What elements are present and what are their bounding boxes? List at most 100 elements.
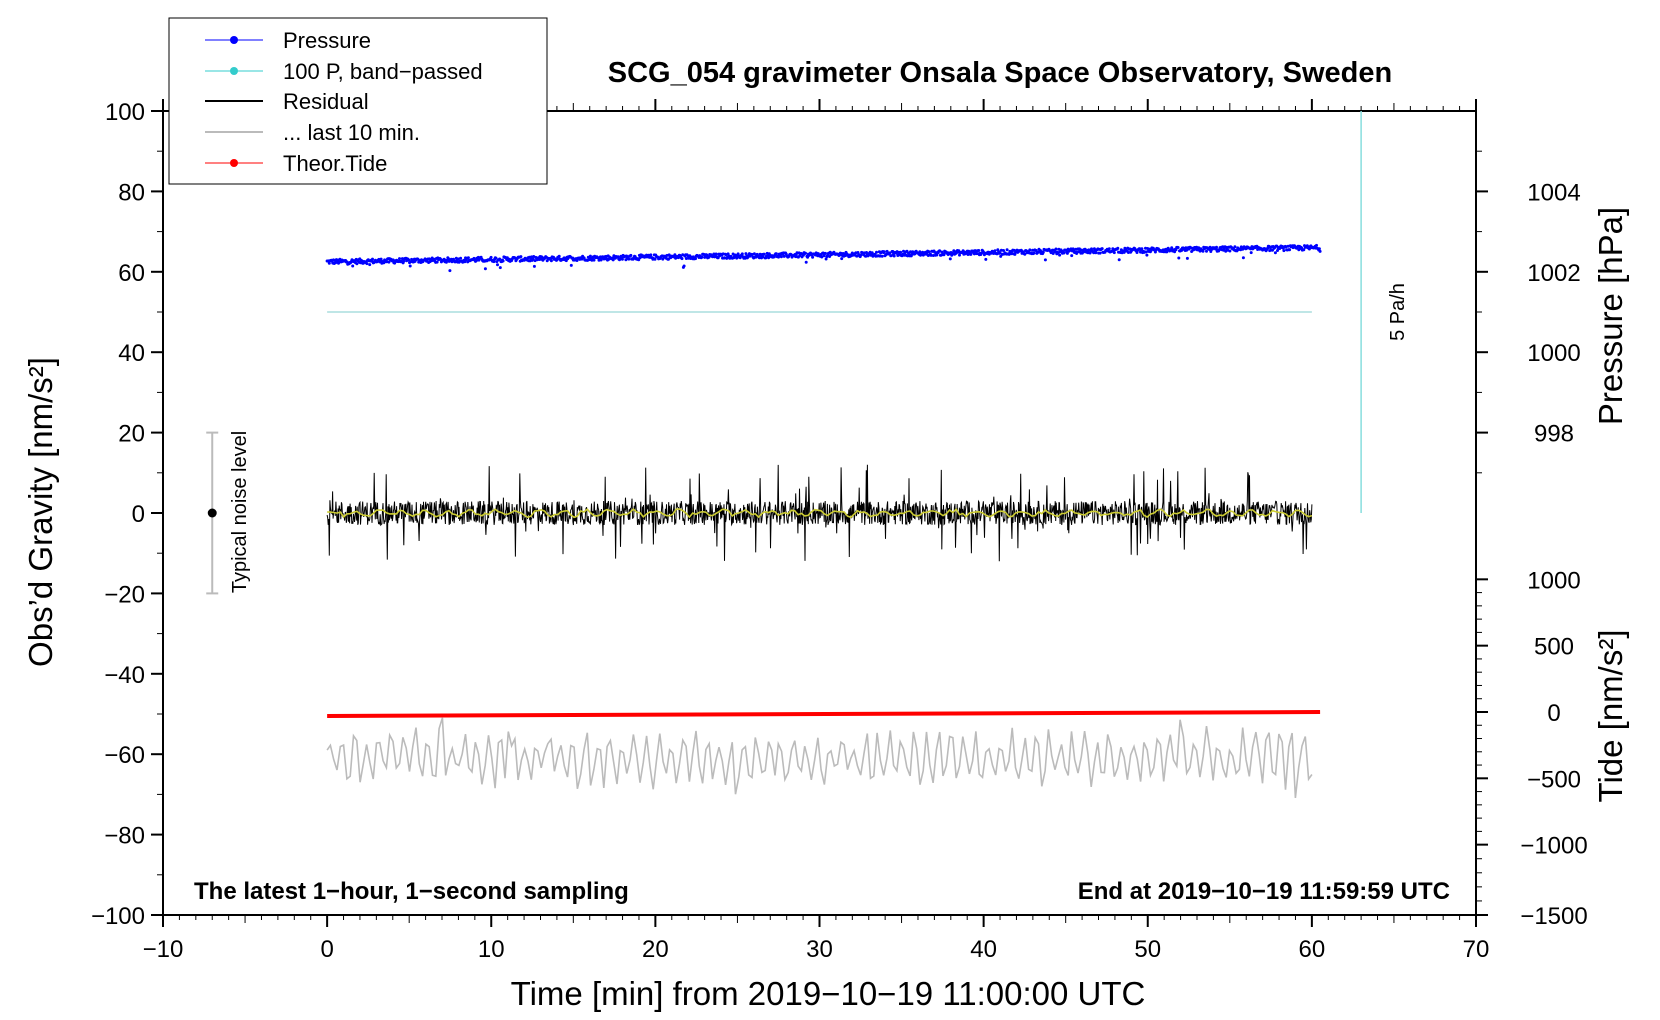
pressure-point [592, 258, 596, 262]
pressure-point [616, 255, 620, 259]
pressure-point [1185, 256, 1189, 260]
pressure-tick-label: 1004 [1527, 179, 1580, 206]
pressure-point [948, 257, 952, 261]
y-tick-label: 40 [118, 340, 145, 367]
pressure-point [1070, 254, 1074, 258]
pressure-point [532, 264, 536, 268]
pressure-point [629, 253, 633, 257]
residual-smoothed-series [327, 507, 1313, 519]
pressure-point [483, 267, 487, 271]
pressure-point [1249, 247, 1252, 251]
legend-label-residual: Residual [283, 89, 369, 114]
pressure-point [840, 257, 844, 261]
pressure-point [1058, 253, 1062, 257]
pressure-point [969, 252, 973, 256]
legend-label-pressure: Pressure [283, 28, 371, 53]
pressure-point [1135, 251, 1139, 254]
pressure-point [1318, 249, 1322, 253]
legend-label-bandpassed: 100 P, band−passed [283, 59, 483, 84]
pressure-point [1273, 251, 1277, 255]
pressure-point [762, 252, 766, 256]
pressure-point [1317, 247, 1321, 251]
pressure-point [1288, 248, 1292, 252]
pressure-point [1116, 246, 1120, 250]
y-axis-ticks: 100 80 60 40 20 0 −20 −40 −60 −80 −100 [91, 99, 163, 930]
pressure-point [1233, 245, 1237, 249]
pressure-point [1145, 253, 1149, 257]
pressure-point [767, 256, 771, 260]
annotation-right: End at 2019−10−19 11:59:59 UTC [1078, 878, 1450, 905]
pressure-point [889, 254, 893, 258]
pressure-point [1177, 256, 1181, 260]
pressure-tick-label: 1002 [1527, 260, 1580, 287]
pressure-point [549, 259, 553, 263]
pressure-point [875, 250, 878, 254]
pressure-point [466, 256, 470, 260]
pressure-point [1185, 248, 1189, 252]
pressure-point [407, 258, 411, 262]
pressure-point [736, 252, 740, 256]
pressure-point [804, 251, 807, 255]
pressure-point [1032, 251, 1036, 255]
noise-bar-center [207, 508, 217, 518]
tide-tick-label: −1500 [1520, 903, 1587, 930]
legend-marker-pressure [230, 36, 238, 44]
pressure-point [942, 253, 946, 257]
pressure-point [1028, 248, 1032, 252]
pressure-point [1180, 248, 1184, 252]
pressure-point [870, 251, 874, 255]
pressure-point [620, 257, 624, 261]
x-axis-label: Time [min] from 2019−10−19 11:00:00 UTC [511, 975, 1146, 1012]
y-axis-label-pressure: Pressure [hPa] [1592, 207, 1629, 425]
pressure-point [1005, 248, 1009, 252]
pressure-point [782, 254, 786, 258]
pressure-point [993, 249, 997, 253]
legend-label-last10: ... last 10 min. [283, 120, 420, 145]
x-tick-label: 20 [642, 936, 669, 963]
x-tick-label: 60 [1299, 936, 1326, 963]
pressure-point [355, 262, 359, 266]
pressure-point [909, 250, 912, 254]
pressure-point [371, 257, 374, 261]
pressure-point [878, 254, 882, 258]
pressure-point [489, 255, 493, 259]
y-tick-label: −80 [104, 823, 145, 850]
pressure-point [557, 254, 561, 258]
pressure-point [368, 263, 372, 267]
pressure-point [379, 257, 383, 261]
pressure-point [1205, 249, 1208, 253]
pressure-point [398, 257, 401, 261]
pressure-point [882, 250, 886, 254]
x-tick-label: −10 [143, 936, 184, 963]
pressure-point [1002, 249, 1005, 252]
x-tick-label: 30 [806, 936, 833, 963]
tide-tick-label: −1000 [1520, 833, 1587, 860]
pressure-point [365, 262, 369, 266]
pressure-point [1176, 246, 1180, 249]
pressure-point [1031, 248, 1035, 252]
pressure-point [448, 269, 452, 273]
pressure-point [752, 252, 756, 256]
pressure-point [694, 257, 697, 261]
pressure-point [1307, 247, 1311, 251]
pressure-point [1117, 258, 1121, 262]
pressure-point [1228, 249, 1232, 253]
pressure-point [700, 255, 704, 259]
pressure-point [1241, 256, 1245, 260]
pressure-point [501, 259, 505, 263]
pressure-point [1140, 247, 1144, 251]
pressure-point [804, 260, 808, 264]
pressure-point [611, 258, 615, 262]
pressure-point [1092, 251, 1096, 255]
pressure-point [779, 255, 783, 259]
pressure-point [1112, 251, 1116, 255]
pressure-point [1215, 245, 1218, 249]
pressure-point [885, 249, 889, 253]
pressure-point [519, 255, 523, 259]
legend-label-tide: Theor.Tide [283, 151, 387, 176]
pressure-point [712, 252, 716, 256]
pressure-point [929, 253, 933, 257]
pressure-point [496, 263, 499, 267]
tide-axis-ticks: 1000 500 0 −500 −1000 −1500 [1476, 567, 1588, 930]
scale-bar-label: 5 Pa/h [1387, 283, 1409, 341]
